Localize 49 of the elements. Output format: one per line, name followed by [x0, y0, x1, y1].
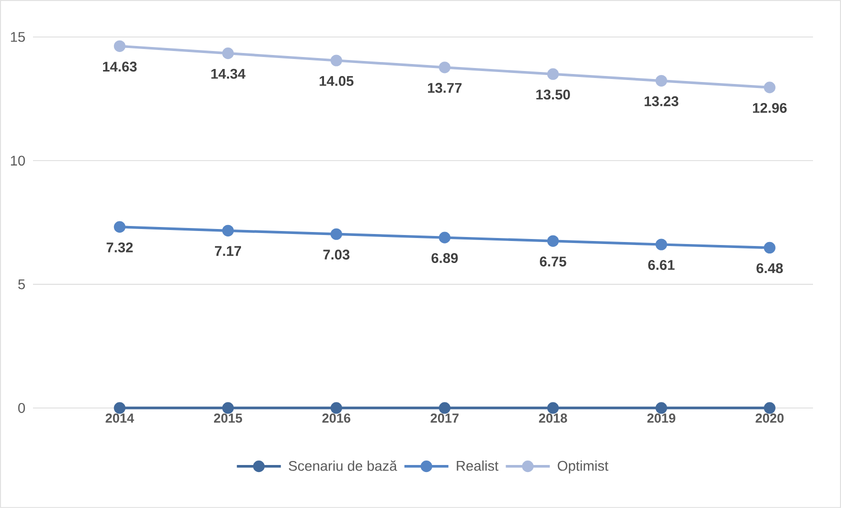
- data-label: 7.32: [106, 242, 133, 252]
- point: [330, 402, 342, 414]
- point: [547, 402, 559, 414]
- data-label: 7.03: [323, 250, 350, 260]
- point: [114, 40, 126, 52]
- data-label: 13.23: [644, 96, 678, 106]
- data-label: 12.96: [753, 102, 787, 113]
- data-label: 6.61: [648, 260, 675, 270]
- point: [114, 402, 126, 414]
- point: [438, 232, 450, 244]
- x-tick-label: 2019: [647, 414, 676, 423]
- legend-label: Optimist: [558, 460, 608, 474]
- point: [764, 402, 776, 414]
- point: [438, 402, 450, 414]
- data-label: 13.50: [536, 90, 570, 100]
- data-label: 14.34: [211, 68, 246, 79]
- data-label: 14.63: [103, 62, 137, 72]
- point: [764, 242, 776, 254]
- data-label: 13.77: [428, 82, 462, 93]
- point: [547, 235, 559, 247]
- y-tick-label: 10: [10, 156, 25, 166]
- data-label: 6.75: [540, 256, 566, 266]
- legend-label: Scenariu de bază: [288, 460, 398, 471]
- legend-label: Realist: [456, 460, 498, 471]
- point: [547, 68, 559, 80]
- data-label: 6.48: [756, 263, 783, 274]
- point: [114, 221, 126, 233]
- point: [330, 228, 342, 240]
- point: [330, 54, 342, 66]
- data-label: 14.05: [320, 76, 354, 86]
- x-tick-label: 2017: [430, 414, 459, 423]
- x-tick-label: 2014: [106, 414, 134, 423]
- x-tick-label: 2016: [322, 414, 350, 423]
- x-tick-label: 2015: [214, 414, 242, 423]
- point: [222, 224, 234, 236]
- point: [656, 74, 668, 87]
- y-tick-label: 0: [18, 403, 25, 413]
- point: [764, 82, 776, 94]
- x-tick-label: 2018: [538, 414, 568, 423]
- point: [656, 238, 668, 250]
- y-tick-label: 15: [10, 32, 25, 42]
- point: [222, 48, 234, 60]
- point: [222, 402, 234, 414]
- x-tick-label: 2020: [756, 414, 784, 423]
- data-label: 6.89: [432, 253, 458, 264]
- data-label: 7.17: [214, 246, 242, 256]
- point: [438, 62, 450, 74]
- y-tick-label: 5: [18, 279, 25, 290]
- point: [656, 402, 668, 414]
